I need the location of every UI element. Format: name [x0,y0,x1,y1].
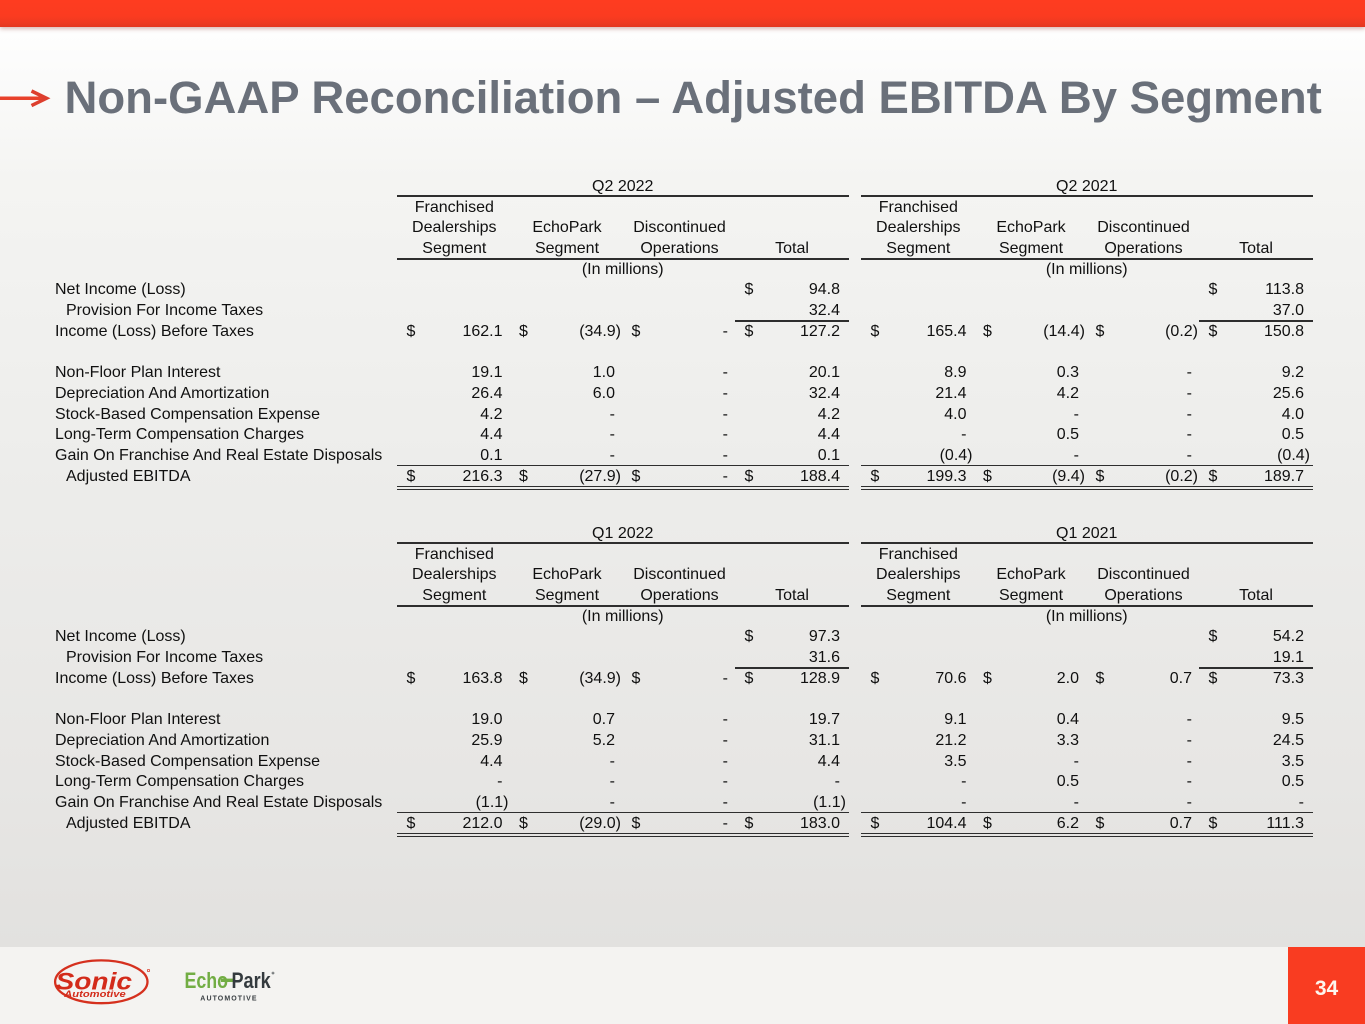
svg-text:Echo: Echo [185,968,229,993]
svg-text:AUTOMOTIVE: AUTOMOTIVE [200,996,257,1003]
svg-text:Sonic: Sonic [56,969,133,996]
svg-text:Park: Park [232,968,272,993]
svg-text:Automotive: Automotive [63,989,127,1000]
